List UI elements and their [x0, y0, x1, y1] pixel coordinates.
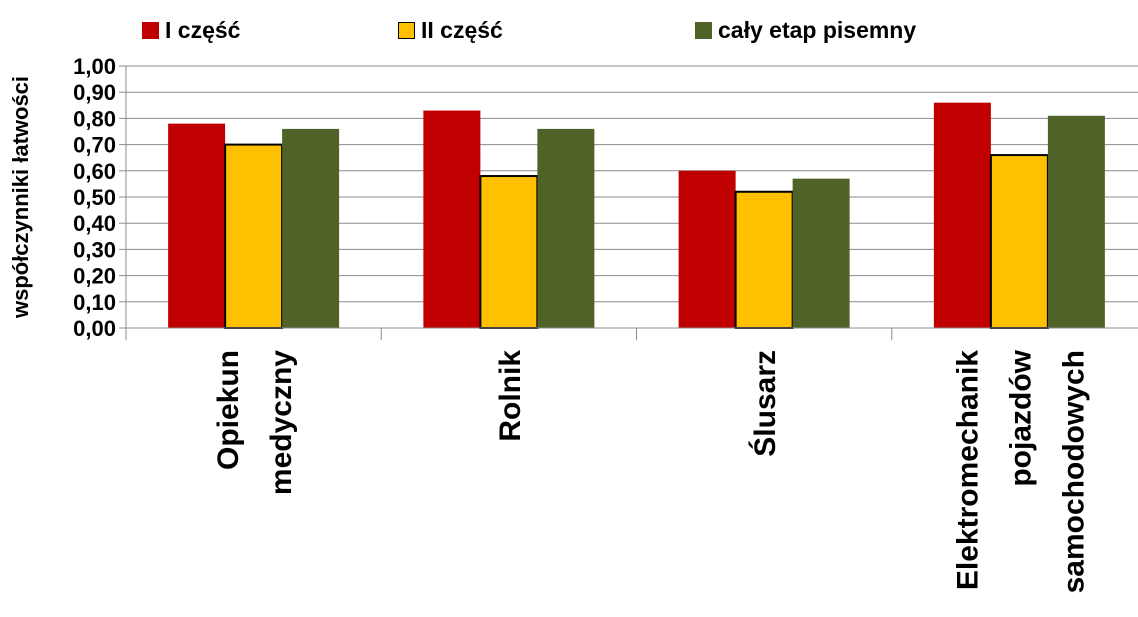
- legend-item-2: II część: [398, 17, 503, 43]
- legend-item-1: I część: [142, 17, 240, 43]
- bar: [678, 170, 736, 328]
- legend-label-1: I część: [165, 16, 241, 43]
- y-tick-label: 0,20: [73, 264, 116, 289]
- y-tick-label: 0,80: [73, 106, 116, 131]
- bar: [933, 102, 991, 329]
- bar: [282, 128, 340, 328]
- x-category-label: Elektromechanik: [951, 350, 984, 590]
- x-category-label: Rolnik: [494, 350, 527, 442]
- legend-item-3: cały etap pisemny: [695, 17, 916, 43]
- legend-swatch-2: [398, 21, 415, 39]
- bar: [1047, 115, 1105, 328]
- x-category-label: Ślusarz: [748, 350, 782, 457]
- y-tick-label: 0,90: [73, 80, 116, 105]
- y-axis-title: współczynniki łatwości: [8, 76, 33, 319]
- bar: [537, 128, 595, 328]
- bar: [479, 175, 539, 329]
- labels: 0,000,100,200,300,400,500,600,700,800,90…: [8, 54, 1090, 593]
- bar: [224, 143, 284, 329]
- bar: [989, 154, 1049, 329]
- bar: [734, 190, 794, 329]
- y-tick-label: 0,50: [73, 185, 116, 210]
- bar: [792, 178, 850, 328]
- y-tick-label: 0,70: [73, 133, 116, 158]
- bars-group: [168, 102, 1105, 329]
- legend-swatch-3: [695, 21, 712, 39]
- x-category-label: medyczny: [265, 350, 298, 495]
- x-category-label: samochodowych: [1057, 350, 1090, 593]
- y-tick-label: 0,40: [73, 211, 116, 236]
- y-tick-label: 0,10: [73, 290, 116, 315]
- y-tick-label: 0,00: [73, 316, 116, 341]
- y-tick-label: 0,60: [73, 159, 116, 184]
- x-category-label: Opiekun: [212, 350, 245, 470]
- legend-swatch-1: [142, 21, 159, 39]
- legend-label-2: II część: [421, 16, 503, 43]
- y-tick-label: 0,30: [73, 237, 116, 262]
- legend-label-3: cały etap pisemny: [718, 16, 917, 43]
- bar: [168, 123, 226, 328]
- y-tick-label: 1,00: [73, 54, 116, 79]
- x-category-label: pojazdów: [1004, 349, 1037, 486]
- axes: [119, 65, 1138, 340]
- bar: [423, 110, 481, 328]
